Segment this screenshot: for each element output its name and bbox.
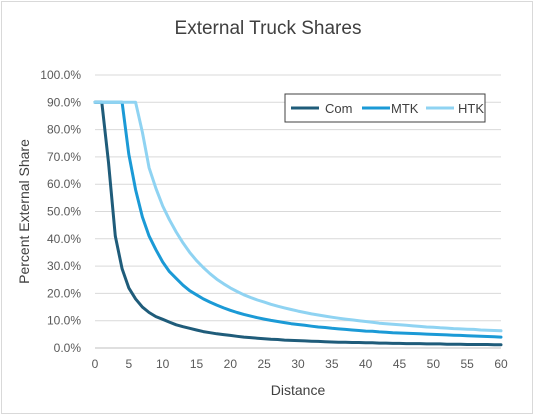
x-tick-label: 35 [325,357,339,371]
legend-label-htk: HTK [458,101,484,116]
x-tick-label: 55 [460,357,474,371]
y-tick-label: 70.0% [47,150,81,164]
chart-frame: External Truck Shares 0.0% 10.0% 20.0% 30.0… [1,1,533,414]
series-lines [93,100,503,347]
y-tick-label: 50.0% [47,205,81,219]
x-tick-label: 60 [494,357,508,371]
legend-label-com: Com [325,101,352,116]
x-tick-label: 50 [427,357,441,371]
series-line-mtk [93,100,503,339]
x-tick-label: 40 [359,357,373,371]
x-tick-label: 10 [156,357,170,371]
y-tick-label: 30.0% [47,259,81,273]
x-tick-label: 0 [92,357,99,371]
legend: Com MTK HTK [284,93,486,123]
x-axis-label: Distance [271,382,326,398]
y-tick-label: 10.0% [47,314,81,328]
x-tick-label: 45 [393,357,407,371]
y-axis-label: Percent External Share [16,139,32,284]
y-tick-label: 90.0% [47,95,81,109]
legend-label-mtk: MTK [391,101,419,116]
y-axis-tick-labels: 0.0% 10.0% 20.0% 30.0% 40.0% 50.0% 60.0% 70.0% 8… [40,68,81,355]
y-tick-label: 0.0% [54,341,82,355]
x-tick-label: 20 [224,357,238,371]
x-tick-label: 25 [257,357,271,371]
series-line-com [93,100,503,347]
x-tick-label: 5 [125,357,132,371]
y-tick-label: 100.0% [40,68,81,82]
y-tick-label: 60.0% [47,177,81,191]
y-tick-label: 80.0% [47,123,81,137]
x-tick-label: 30 [291,357,305,371]
series-line-htk [93,100,503,333]
y-tick-label: 40.0% [47,232,81,246]
x-tick-label: 15 [190,357,204,371]
y-tick-label: 20.0% [47,286,81,300]
x-axis-tick-labels: 0 5 10 15 20 25 30 35 40 45 50 55 60 [92,357,508,371]
chart-title: External Truck Shares [175,18,362,39]
line-chart: External Truck Shares 0.0% 10.0% 20.0% 30.0… [16,18,508,398]
